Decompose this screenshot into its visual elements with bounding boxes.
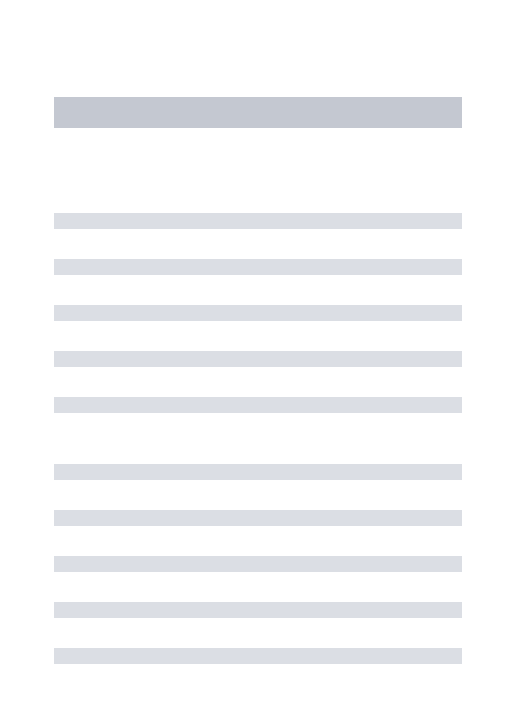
skeleton-container bbox=[0, 0, 516, 664]
skeleton-line bbox=[54, 259, 462, 275]
skeleton-line bbox=[54, 213, 462, 229]
skeleton-line bbox=[54, 556, 462, 572]
skeleton-line bbox=[54, 351, 462, 367]
paragraph-skeleton-2 bbox=[54, 464, 462, 664]
spacer bbox=[54, 128, 462, 213]
skeleton-line bbox=[54, 510, 462, 526]
skeleton-line bbox=[54, 464, 462, 480]
paragraph-skeleton-1 bbox=[54, 213, 462, 413]
spacer bbox=[54, 413, 462, 464]
skeleton-line bbox=[54, 305, 462, 321]
skeleton-line bbox=[54, 602, 462, 618]
skeleton-line bbox=[54, 397, 462, 413]
header-placeholder-bar bbox=[54, 97, 462, 128]
skeleton-line bbox=[54, 648, 462, 664]
